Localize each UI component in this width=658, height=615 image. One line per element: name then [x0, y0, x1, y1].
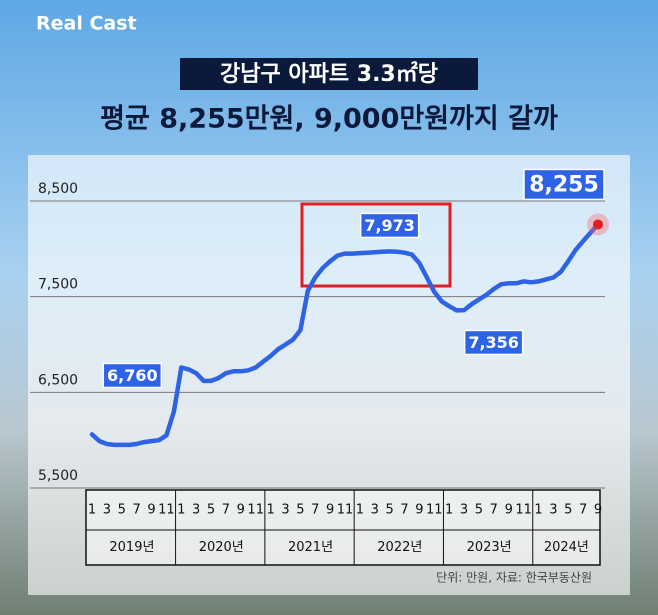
x-tick-label: 11: [337, 503, 354, 518]
x-tick-label: 7: [579, 503, 587, 518]
logo: Real Cast: [36, 13, 137, 35]
year-label: 2023년: [467, 540, 512, 555]
year-label: 2024년: [544, 540, 589, 555]
x-tick-label: 7: [133, 503, 141, 518]
x-tick-label: 7: [400, 503, 408, 518]
chart-title: 강남구 아파트 3.3㎡당: [220, 61, 438, 87]
x-tick-label: 7: [222, 503, 230, 518]
x-tick-label: 3: [103, 503, 111, 518]
y-tick-label: 5,500: [38, 468, 78, 484]
value-label-bg: [523, 168, 605, 201]
y-tick-label: 6,500: [38, 372, 78, 388]
value-label-bg: [463, 329, 524, 356]
x-tick-label: 3: [192, 503, 200, 518]
source: 단위: 만원, 자료: 한국부동산원: [436, 571, 592, 585]
x-tick-label: 3: [281, 503, 289, 518]
x-tick-label: 3: [549, 503, 557, 518]
x-tick-label: 3: [371, 503, 379, 518]
x-tick-label: 11: [515, 503, 532, 518]
year-label: 2019년: [109, 540, 154, 555]
x-tick-label: 3: [460, 503, 468, 518]
x-tick-label: 7: [311, 503, 319, 518]
x-tick-label: 9: [594, 503, 602, 518]
x-tick-label: 5: [207, 503, 215, 518]
year-label: 2020년: [199, 540, 244, 555]
x-tick-label: 11: [158, 503, 175, 518]
x-tick-label: 5: [386, 503, 394, 518]
end-dot: [593, 219, 603, 230]
x-tick-label: 1: [266, 503, 274, 518]
x-tick-label: 1: [356, 503, 364, 518]
x-tick-label: 5: [296, 503, 304, 518]
x-tick-label: 9: [237, 503, 245, 518]
title-bg: [180, 58, 478, 90]
x-tick-label: 9: [326, 503, 334, 518]
year-label: 2022년: [377, 540, 422, 555]
x-tick-label: 9: [505, 503, 513, 518]
x-tick-label: 9: [147, 503, 155, 518]
x-tick-label: 1: [445, 503, 453, 518]
x-tick-label: 11: [247, 503, 264, 518]
value-label: 6,760: [107, 366, 158, 385]
y-tick-label: 7,500: [38, 277, 78, 293]
value-label-bg: [102, 362, 163, 389]
x-tick-label: 5: [475, 503, 483, 518]
x-tick-label: 11: [426, 503, 443, 518]
value-label: 7,973: [364, 216, 415, 235]
value-label: 8,255: [529, 172, 599, 197]
x-tick-label: 1: [88, 503, 96, 518]
x-tick-label: 5: [564, 503, 572, 518]
x-tick-label: 9: [415, 503, 423, 518]
year-label: 2021년: [288, 540, 333, 555]
y-tick-label: 8,500: [38, 181, 78, 197]
chart-subtitle: 평균 8,255만원, 9,000만원까지 갈까: [100, 104, 558, 135]
x-tick-label: 5: [118, 503, 126, 518]
x-tick-label: 7: [490, 503, 498, 518]
axis-table: [85, 489, 601, 566]
x-tick-label: 1: [177, 503, 185, 518]
line: [89, 222, 601, 448]
highlight-box: [300, 202, 452, 288]
value-label-bg: [359, 212, 420, 239]
value-label: 7,356: [468, 333, 519, 352]
x-tick-label: 1: [534, 503, 542, 518]
